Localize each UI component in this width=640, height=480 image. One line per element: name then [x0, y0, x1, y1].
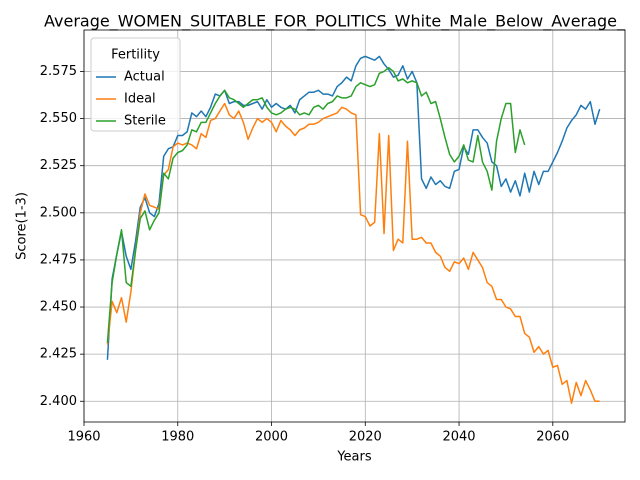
legend-label: Ideal — [124, 92, 156, 107]
legend-box — [90, 37, 181, 132]
y-tick-label: 2.525 — [40, 158, 77, 173]
x-axis-label: Years — [336, 450, 372, 465]
data-line — [106, 55, 601, 360]
y-tick-label: 2.450 — [40, 300, 77, 315]
x-tick-label: 1980 — [161, 430, 194, 445]
y-tick-label: 2.550 — [40, 111, 77, 126]
x-tick-label: 2060 — [536, 430, 569, 445]
legend-title: Fertility — [111, 48, 160, 63]
y-tick-label: 2.400 — [40, 394, 77, 409]
ticks: 1960 1980 2000 2020 2040 2060 2.400 2.425 2.450 2… — [40, 64, 570, 445]
chart-title: Average_WOMEN_SUITABLE_FOR_POLITICS_Whit… — [44, 12, 626, 32]
data-line — [106, 66, 526, 343]
y-tick-label: 2.425 — [40, 347, 77, 362]
legend-label: Sterile — [124, 114, 166, 129]
y-tick-label: 2.475 — [40, 252, 77, 267]
data-line — [106, 102, 600, 404]
x-tick-label: 1960 — [67, 430, 100, 445]
legend: Fertility Actual Ideal Sterile — [90, 37, 181, 132]
y-axis-label: Score(1-3) — [15, 192, 30, 260]
y-tick-label: 2.575 — [40, 64, 77, 79]
plot-frame — [83, 29, 626, 423]
legend-label: Actual — [124, 70, 165, 85]
x-tick-label: 2020 — [349, 430, 382, 445]
x-tick-label: 2040 — [442, 430, 475, 445]
x-tick-label: 2000 — [255, 430, 288, 445]
lines — [106, 55, 601, 404]
y-tick-label: 2.500 — [40, 205, 77, 220]
